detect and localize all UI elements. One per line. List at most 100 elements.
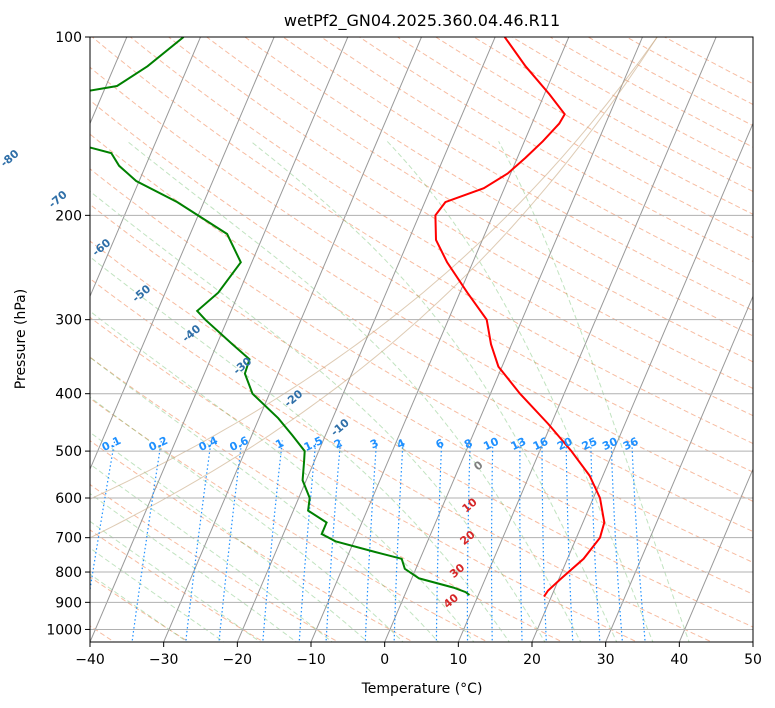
dry-adiabat — [472, 37, 753, 193]
isotherm — [531, 122, 753, 642]
mixing-ratio-label: 1 — [273, 436, 285, 451]
dry-adiabat — [90, 240, 753, 628]
mixing-ratio-line — [490, 440, 494, 642]
x-axis: −40 −30 −20 −10 0 10 20 30 40 50 — [75, 642, 762, 668]
mixing-ratio-label: 3 — [368, 436, 380, 451]
dry-adiabat — [90, 529, 265, 642]
isotherm — [90, 37, 275, 471]
isotherm — [310, 37, 570, 642]
y-tick-label: 500 — [55, 444, 82, 460]
mixing-ratio-line — [610, 440, 624, 642]
x-tick-label: −10 — [296, 652, 326, 668]
contour-label: -20 — [282, 387, 306, 410]
mixing-ratio-label: 30 — [600, 435, 620, 453]
isotherm — [752, 640, 753, 642]
dry-adiabat — [90, 440, 414, 642]
isotherm — [163, 37, 423, 642]
mixing-ratio-line — [325, 440, 342, 642]
contour-label: -30 — [231, 354, 255, 377]
isotherm — [384, 37, 644, 642]
moist-adiabat — [90, 431, 369, 642]
x-tick-label: 10 — [449, 652, 467, 668]
moist-adiabat — [250, 140, 618, 642]
y-tick-label: 900 — [55, 595, 82, 611]
contour-label: -60 — [90, 236, 114, 259]
dry-adiabat — [90, 133, 753, 533]
dry-adiabat — [90, 203, 753, 595]
dry-adiabat — [511, 37, 753, 170]
dry-adiabat — [549, 37, 753, 148]
reference-curve — [90, 37, 658, 539]
plot-frame — [89, 36, 754, 643]
moist-adiabat — [126, 140, 582, 642]
background-lines — [0, 24, 753, 645]
moist-adiabat — [90, 396, 404, 642]
dewpoint-profile — [90, 37, 471, 596]
isotherm — [678, 467, 753, 642]
mixing-ratio-line — [262, 440, 283, 642]
mixing-ratio-line — [541, 440, 547, 642]
contour-label: -80 — [0, 147, 22, 170]
y-axis-title: Pressure (hPa) — [13, 289, 29, 389]
moist-adiabat — [90, 310, 475, 642]
contour-label: -40 — [180, 322, 204, 345]
y-tick-label: 300 — [55, 313, 82, 329]
dry-adiabat — [244, 37, 753, 337]
mixing-ratio-line — [185, 440, 212, 642]
mixing-ratio-label: 8 — [462, 436, 474, 451]
mixing-ratio-label: 16 — [531, 435, 551, 453]
contour-label: 20 — [458, 528, 478, 548]
y-tick-label: 1000 — [46, 622, 82, 638]
isotherm — [457, 37, 717, 642]
reference-curve — [90, 37, 658, 500]
moist-adiabat — [90, 573, 189, 642]
mixing-ratio-lines — [90, 440, 646, 642]
mixing-ratio-line — [435, 440, 443, 642]
x-tick-label: 30 — [597, 652, 615, 668]
moist-adiabat — [90, 493, 298, 642]
dry-adiabat — [129, 37, 753, 417]
mixing-ratio-line — [393, 440, 404, 642]
dry-adiabat — [90, 356, 564, 642]
moist-adiabat — [90, 520, 262, 642]
dry-adiabat — [90, 168, 753, 563]
dry-adiabat — [358, 37, 753, 263]
dry-adiabat — [90, 278, 713, 642]
moist-adiabat — [90, 463, 333, 642]
dry-adiabat — [90, 99, 753, 502]
x-tick-label: −30 — [149, 652, 179, 668]
dry-adiabat — [396, 37, 753, 239]
mixing-ratio-line — [90, 440, 116, 594]
mixing-ratio-label: 2 — [332, 436, 344, 451]
moist-adiabat — [498, 141, 690, 642]
x-tick-label: −40 — [75, 652, 105, 668]
x-axis-title: Temperature (°C) — [361, 681, 483, 697]
dry-adiabat — [90, 66, 753, 473]
y-tick-label: 100 — [55, 30, 82, 46]
y-tick-label: 200 — [55, 208, 82, 224]
mixing-ratio-label: 4 — [395, 436, 408, 451]
y-tick-label: 600 — [55, 491, 82, 507]
mixing-ratio-line — [590, 440, 601, 642]
dry-adiabat — [90, 483, 340, 642]
mixing-ratio-line — [565, 440, 574, 642]
isotherm — [605, 295, 753, 642]
y-axis: 100 200 300 400 500 600 700 800 900 1000 — [46, 30, 90, 638]
line-labels: 0.10.20.40.611.52346810131620253036-100-… — [0, 147, 641, 611]
isotherm — [236, 37, 496, 642]
isotherm — [0, 24, 59, 645]
mixing-ratio-label: 20 — [555, 435, 575, 453]
mixing-ratio-label: 10 — [481, 435, 501, 453]
x-tick-label: 0 — [380, 652, 389, 668]
mixing-ratio-label: 6 — [434, 436, 447, 451]
x-tick-label: 40 — [670, 652, 688, 668]
mixing-ratio-line — [364, 440, 378, 642]
temperature-profile — [434, 37, 606, 598]
mixing-ratio-line — [298, 440, 317, 642]
x-tick-label: 20 — [523, 652, 541, 668]
dry-adiabat — [90, 397, 489, 642]
mixing-ratio-line — [466, 440, 471, 642]
mixing-ratio-line — [218, 440, 243, 642]
moist-adiabat — [90, 547, 225, 642]
